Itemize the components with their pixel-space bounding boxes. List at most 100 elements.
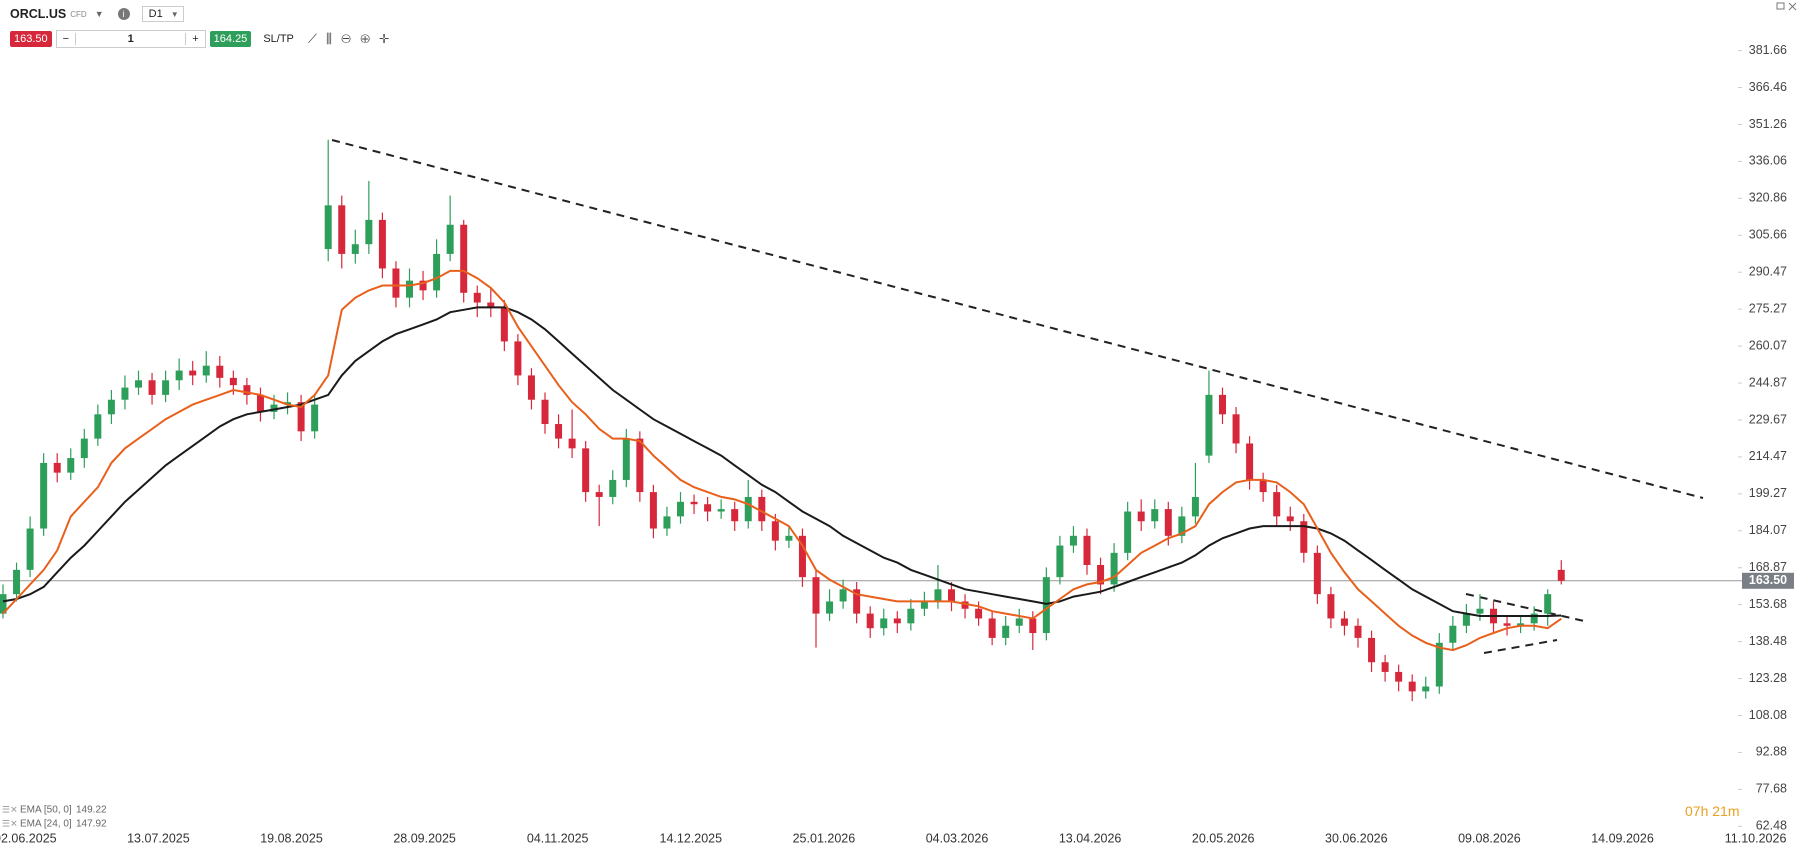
y-tick-label: 214.47 [1749, 449, 1787, 463]
candle-body [189, 370, 197, 376]
quantity: 1 [127, 33, 134, 45]
candle-body [1476, 608, 1484, 614]
candle-body [338, 205, 346, 254]
candle-body [107, 399, 115, 415]
y-tick-label: 229.67 [1749, 412, 1787, 426]
candle-body [1164, 509, 1172, 536]
candle-body [649, 492, 657, 529]
candle-body [392, 268, 400, 298]
x-tick-label: 30.06.2026 [1325, 831, 1388, 845]
candle-body [175, 370, 183, 381]
candle-body [216, 365, 224, 378]
x-tick-label: 13.07.2025 [127, 831, 190, 845]
candle-body [988, 618, 996, 638]
candle-body [229, 377, 237, 386]
candle-body [1069, 535, 1077, 546]
candle-body [419, 280, 427, 291]
top-right-icons[interactable] [1776, 2, 1797, 11]
candle-body [324, 205, 332, 250]
candle-body [1124, 511, 1132, 553]
candle-body [351, 244, 359, 254]
candle-body [582, 448, 590, 493]
candle-body [378, 219, 386, 269]
candle-body [284, 402, 292, 405]
candle-body [53, 462, 61, 473]
quantity-box[interactable]: −1 + [55, 30, 206, 48]
candle-body [1368, 637, 1376, 663]
sltp[interactable]: SL/TP [263, 33, 294, 45]
symbol[interactable]: ORCL.US [10, 7, 67, 21]
x-tick-label: 13.04.2026 [1059, 831, 1122, 845]
legend-name: EMA [24, 0] [20, 819, 72, 830]
y-tick-label: 123.28 [1749, 671, 1787, 685]
ema-line [2, 306, 1562, 617]
candle-body [1313, 552, 1321, 595]
candle-body [568, 438, 576, 449]
x-tick-label: 04.03.2026 [926, 831, 989, 845]
candle-body [514, 341, 522, 376]
sell-button[interactable]: 163.50 [10, 31, 52, 47]
candle-body [812, 577, 820, 614]
candle-body [1056, 545, 1064, 578]
window-icon[interactable] [1776, 2, 1785, 10]
candle-body [446, 224, 454, 254]
info-icon[interactable]: i [117, 8, 130, 20]
candle-body [853, 589, 861, 614]
legend-icon: ☰✕ [2, 818, 18, 828]
x-tick-label: 09.08.2026 [1458, 831, 1521, 845]
x-tick-label: 11.10.2026 [1725, 831, 1787, 845]
y-tick-label: 336.06 [1749, 154, 1787, 168]
candle-body [0, 594, 7, 614]
y-tick-label: 366.46 [1749, 80, 1787, 94]
x-tick-label: 28.09.2025 [393, 831, 456, 845]
candle-body [1191, 496, 1199, 517]
candle-body [500, 307, 508, 342]
toolbar-row: ORCL.US CFD ▼ i D1 ▼ [10, 6, 184, 22]
tool-icons[interactable]: ⟋⫼⊖⊕✛ [307, 31, 398, 46]
x-tick-label: 14.09.2026 [1591, 831, 1654, 845]
candle-body [460, 224, 468, 293]
candle-body [1381, 662, 1389, 672]
trend-line [331, 139, 1704, 499]
y-tick-label: 77.68 [1756, 782, 1787, 796]
candle-body [1205, 394, 1213, 456]
x-tick-label: 20.05.2026 [1192, 831, 1255, 845]
trend-lines [331, 139, 1704, 654]
candle-body [1232, 414, 1240, 444]
y-tick-label: 260.07 [1749, 338, 1787, 352]
legend-value: 147.92 [76, 819, 107, 830]
candle-body [934, 589, 942, 602]
candle-body [135, 380, 142, 388]
legend-icon: ☰✕ [2, 804, 18, 814]
candle-body [1395, 671, 1403, 682]
y-tick-label: 168.87 [1749, 560, 1787, 574]
dropdown-icon[interactable]: ▼ [94, 9, 104, 19]
candle-body [1029, 618, 1037, 634]
y-tick-label: 381.66 [1749, 43, 1787, 57]
candle-body [1408, 681, 1416, 692]
candle-body [771, 521, 779, 541]
timeframe-select[interactable]: D1 ▼ [141, 6, 184, 22]
last-price-label: 163.50 [1749, 573, 1787, 587]
candle-body [826, 601, 834, 614]
candle-body [677, 501, 684, 517]
candle-body [406, 280, 413, 298]
close-icon[interactable] [1788, 2, 1797, 11]
candle-body [1178, 516, 1186, 536]
candle-body [961, 601, 969, 609]
candle-body [1327, 594, 1335, 619]
candle-body [690, 501, 698, 505]
candle-body [1503, 623, 1511, 626]
candle-body [555, 424, 563, 439]
candle-body [785, 535, 793, 541]
candle-body [433, 253, 441, 291]
candle-body [1340, 618, 1348, 626]
candle-body [1273, 492, 1281, 517]
buy-button[interactable]: 164.25 [209, 31, 252, 47]
candle-body [1042, 577, 1050, 634]
candle-body [13, 569, 21, 595]
candle-body [1097, 564, 1105, 585]
y-tick-label: 92.88 [1756, 745, 1787, 759]
candle-body [162, 380, 170, 395]
